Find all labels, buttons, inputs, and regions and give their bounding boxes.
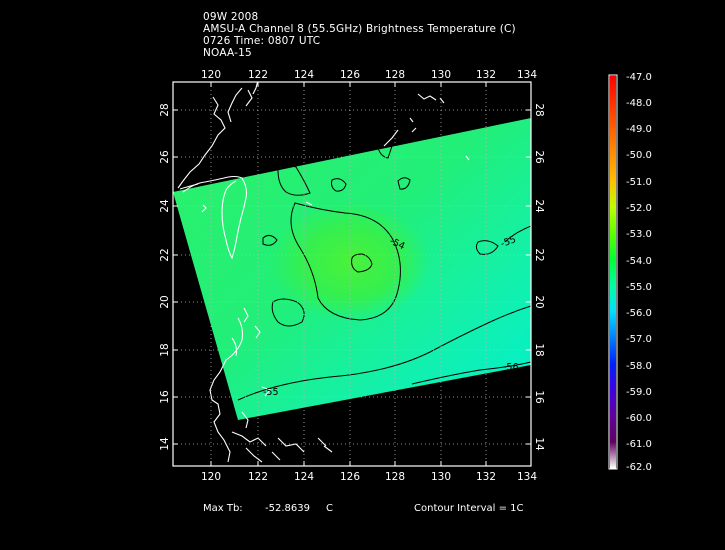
colorbar-swatch — [610, 415, 616, 443]
colorbar-swatch — [610, 180, 616, 208]
lon-tick-top: 128 — [385, 69, 405, 81]
lat-tick-right: 22 — [533, 248, 545, 261]
lat-tick-right: 28 — [533, 103, 545, 116]
colorbar-tick: -60.0 — [626, 413, 652, 424]
colorbar-swatch — [610, 285, 616, 312]
satellite-label: NOAA-15 — [203, 47, 252, 59]
colorbar-tick: -61.0 — [626, 439, 652, 450]
max-tb-unit: C — [326, 503, 333, 514]
lat-tick-right: 14 — [533, 437, 545, 451]
colorbar-tick: -57.0 — [626, 334, 652, 345]
colorbar-swatch — [610, 337, 616, 364]
colorbar-tick: -55.0 — [626, 282, 652, 293]
colorbar-swatch — [610, 102, 616, 129]
colorbar-tick: -53.0 — [626, 229, 652, 240]
colorbar-tick: -49.0 — [626, 124, 652, 135]
colorbar-swatch — [610, 363, 616, 391]
max-tb-label: Max Tb: — [203, 503, 243, 514]
colorbar-swatch — [610, 154, 616, 182]
colorbar-swatch — [610, 76, 616, 103]
colorbar — [608, 74, 618, 470]
lon-tick-bottom: 130 — [431, 471, 451, 483]
colorbar-tick: -51.0 — [626, 177, 652, 188]
lat-tick-right: 16 — [533, 390, 545, 404]
max-tb-value: -52.8639 — [265, 503, 310, 514]
colorbar-tick: -62.0 — [626, 462, 652, 473]
lon-tick-bottom: 132 — [476, 471, 496, 483]
colorbar-tick: -58.0 — [626, 361, 652, 372]
axis-ticks — [173, 82, 531, 466]
lat-tick-right: 18 — [533, 343, 545, 356]
colorbar-swatch — [610, 232, 616, 260]
lon-tick-top: 132 — [476, 69, 496, 81]
lon-tick-bottom: 124 — [294, 471, 314, 483]
lat-lon-grid — [173, 82, 531, 466]
colorbar-tick: -48.0 — [626, 98, 652, 109]
contour-interval: Contour Interval = 1C — [414, 503, 524, 514]
lat-tick-left: 20 — [159, 295, 171, 308]
colorbar-swatch — [610, 311, 616, 338]
lat-tick-right: 20 — [533, 295, 545, 308]
lon-tick-bottom: 128 — [385, 471, 405, 483]
coastlines — [177, 82, 470, 463]
contour-label: -55 — [263, 387, 279, 398]
lat-tick-left: 24 — [159, 199, 171, 213]
plot-frame — [172, 81, 532, 467]
colorbar-tick: -54.0 — [626, 256, 652, 267]
colorbar-tick: -50.0 — [626, 150, 652, 161]
lon-tick-top: 122 — [248, 69, 268, 81]
lat-tick-right: 24 — [533, 199, 545, 213]
lat-tick-left: 28 — [159, 103, 171, 116]
lon-tick-top: 134 — [517, 69, 537, 81]
lat-tick-left: 26 — [159, 150, 171, 164]
colorbar-swatch — [610, 441, 616, 469]
lon-tick-top: 124 — [294, 69, 314, 81]
product-title: AMSU-A Channel 8 (55.5GHz) Brightness Te… — [203, 23, 516, 35]
lon-tick-bottom: 126 — [340, 471, 360, 483]
colorbar-swatch — [610, 389, 616, 417]
lon-tick-bottom: 120 — [201, 471, 221, 483]
storm-id: 09W 2008 — [203, 11, 259, 23]
colorbar-tick: -56.0 — [626, 308, 652, 319]
contour-label: -55 — [499, 234, 517, 250]
time-label: 0726 Time: 0807 UTC — [203, 35, 321, 47]
contour-lines — [237, 143, 531, 401]
lat-tick-left: 14 — [159, 437, 171, 451]
colorbar-swatch — [610, 206, 616, 234]
lon-tick-top: 130 — [431, 69, 451, 81]
colorbar-swatch — [610, 258, 616, 286]
colorbar-tick: -47.0 — [626, 72, 652, 83]
plot-title-block: 09W 2008 AMSU-A Channel 8 (55.5GHz) Brig… — [203, 11, 516, 59]
lat-tick-left: 16 — [159, 390, 171, 404]
lon-tick-top: 126 — [340, 69, 360, 81]
lon-tick-top: 120 — [201, 69, 221, 81]
lon-tick-bottom: 134 — [517, 471, 537, 483]
lon-tick-bottom: 122 — [248, 471, 268, 483]
lat-tick-left: 22 — [159, 248, 171, 261]
lat-tick-left: 18 — [159, 343, 171, 356]
colorbar-tick: -52.0 — [626, 203, 652, 214]
lat-tick-right: 26 — [533, 150, 545, 164]
colorbar-tick: -59.0 — [626, 387, 652, 398]
colorbar-swatch — [610, 128, 616, 155]
contour-label: -56 — [503, 362, 519, 373]
